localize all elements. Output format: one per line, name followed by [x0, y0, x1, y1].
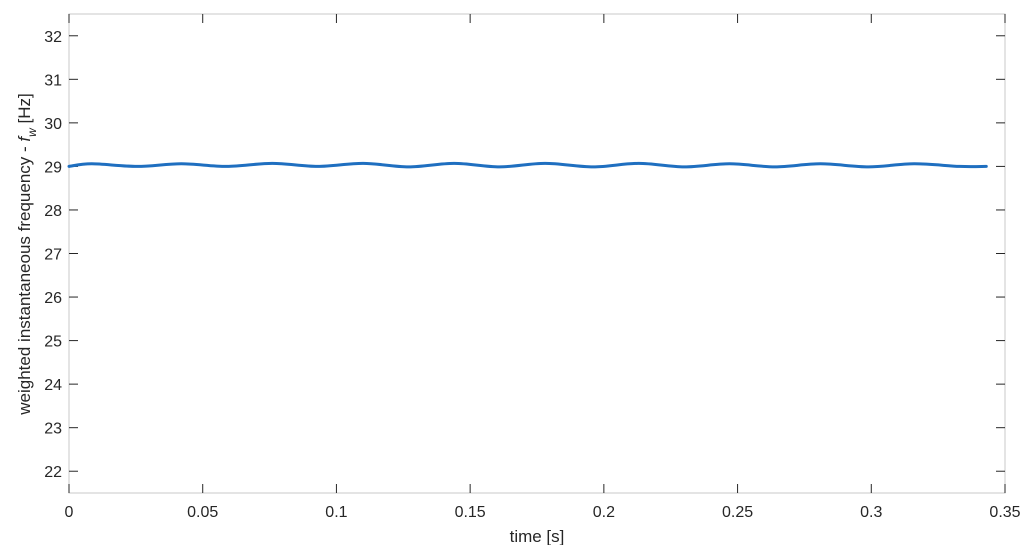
x-tick-label: 0.1: [325, 504, 347, 521]
axis-ticks: [68, 14, 1006, 493]
y-tick-label: 27: [44, 247, 62, 264]
y-tick-label: 29: [44, 159, 62, 176]
y-axis-label-prefix: weighted instantaneous frequency -: [15, 142, 34, 416]
y-tick-label: 28: [44, 203, 62, 220]
y-tick-label: 31: [44, 72, 62, 89]
x-tick-label: 0.05: [187, 504, 218, 521]
x-axis-label: time [s]: [510, 527, 565, 545]
x-tick-label: 0: [65, 504, 74, 521]
x-tick-label: 0.25: [722, 504, 753, 521]
x-tick-label: 0.35: [989, 504, 1020, 521]
y-axis-label-unit: [Hz]: [15, 93, 34, 128]
x-tick-label: 0.15: [455, 504, 486, 521]
y-tick-label: 24: [44, 377, 62, 394]
series-line: [67, 161, 988, 169]
y-tick-label: 26: [44, 290, 62, 307]
y-axis-label: weighted instantaneous frequency - fw [H…: [15, 93, 39, 415]
y-tick-label: 22: [44, 464, 62, 481]
y-tick-label: 32: [44, 29, 62, 46]
series-group: [67, 161, 988, 169]
y-axis-label-subscript: w: [25, 127, 39, 137]
x-tick-label: 0.2: [593, 504, 615, 521]
tick-labels: 0 0.05 0.1 0.15 0.2 0.25 0.3 0.35 22 23 24 25 26 27 28…: [44, 29, 1020, 521]
y-tick-label: 25: [44, 334, 62, 351]
plot-area: [68, 13, 1006, 494]
x-tick-label: 0.3: [860, 504, 882, 521]
y-tick-label: 23: [44, 421, 62, 438]
y-tick-label: 30: [44, 116, 62, 133]
y-axis-label-symbol: f: [15, 135, 34, 142]
